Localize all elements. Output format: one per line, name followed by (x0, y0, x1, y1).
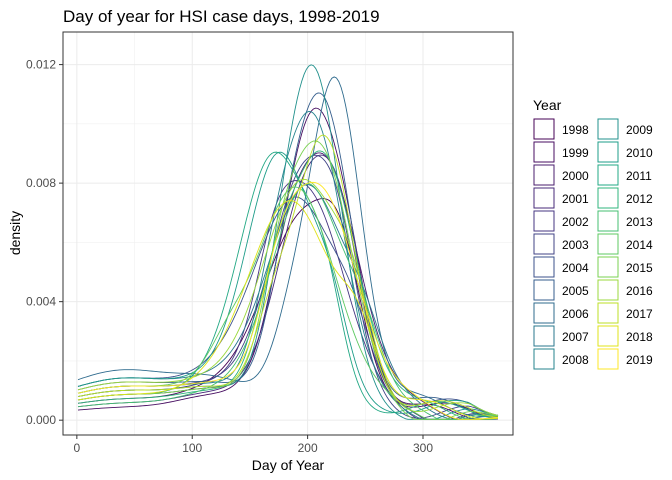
series-line-2016 (77, 178, 499, 416)
y-tick-label: 0.012 (26, 58, 56, 72)
legend-key-2004 (533, 256, 555, 278)
legend-key-2007 (533, 325, 555, 347)
legend-key-2003 (533, 233, 555, 255)
legend-label-2017: 2017 (626, 307, 653, 321)
legend-label-2003: 2003 (562, 238, 589, 252)
x-axis-title: Day of Year (252, 457, 325, 473)
legend-label-2010: 2010 (626, 146, 653, 160)
legend-key-2015 (597, 256, 619, 278)
x-tick-label: 100 (182, 441, 202, 455)
legend-label-2011: 2011 (626, 169, 652, 183)
x-axis: 0 100 200 300 (74, 435, 433, 455)
y-axis-title: density (7, 211, 23, 255)
legend-label-2019: 2019 (626, 353, 653, 367)
legend-label-2016: 2016 (626, 284, 653, 298)
legend-items: 1998 1999 2000 2001 2002 2003 2004 2005 2006 2007… (533, 118, 653, 370)
legend-label-2004: 2004 (562, 261, 589, 275)
legend-label-2002: 2002 (562, 215, 589, 229)
x-tick-label: 300 (413, 441, 433, 455)
y-axis: 0.000 0.004 0.008 0.012 (26, 58, 63, 427)
series-line-2012 (77, 150, 499, 420)
plot-panel (62, 31, 514, 436)
x-tick-label: 200 (298, 441, 318, 455)
y-tick-label: 0.004 (26, 295, 56, 309)
legend-key-2018 (597, 325, 619, 347)
legend-label-2008: 2008 (562, 353, 589, 367)
legend-key-2000 (533, 164, 555, 186)
legend-key-2011 (597, 164, 619, 186)
legend-label-2009: 2009 (626, 123, 653, 137)
legend-label-2006: 2006 (562, 307, 589, 321)
legend-label-2000: 2000 (562, 169, 589, 183)
legend-label-2001: 2001 (562, 192, 589, 206)
legend-key-2002 (533, 210, 555, 232)
legend-key-2010 (597, 141, 619, 163)
legend-key-2001 (533, 187, 555, 209)
series-line-2010 (77, 151, 499, 416)
series-line-2006 (77, 76, 499, 418)
legend-key-2009 (597, 118, 619, 140)
legend-key-2013 (597, 210, 619, 232)
series-line-2019 (77, 181, 499, 420)
y-tick-label: 0.000 (26, 413, 56, 427)
legend-key-1998 (533, 118, 555, 140)
legend-key-2016 (597, 279, 619, 301)
series-line-2018 (77, 200, 499, 420)
legend-label-2014: 2014 (626, 238, 653, 252)
chart-title: Day of year for HSI case days, 1998-2019 (63, 7, 380, 26)
legend-key-2008 (533, 348, 555, 370)
legend-label-1999: 1999 (562, 146, 589, 160)
legend-key-2017 (597, 302, 619, 324)
legend: Year 1998 1999 2000 2001 2002 2003 2004 2005 200… (533, 97, 653, 370)
y-tick-label: 0.008 (26, 176, 56, 190)
legend-key-1999 (533, 141, 555, 163)
series-line-2015 (77, 140, 499, 420)
plot-border (62, 31, 514, 436)
legend-key-2006 (533, 302, 555, 324)
legend-key-2014 (597, 233, 619, 255)
series-line-2017 (77, 134, 499, 418)
legend-label-2013: 2013 (626, 215, 653, 229)
legend-label-1998: 1998 (562, 123, 589, 137)
legend-key-2012 (597, 187, 619, 209)
legend-title: Year (533, 97, 562, 113)
legend-label-2012: 2012 (626, 192, 653, 206)
series-lines (77, 64, 499, 420)
legend-label-2015: 2015 (626, 261, 653, 275)
legend-label-2018: 2018 (626, 330, 653, 344)
x-tick-label: 0 (74, 441, 81, 455)
legend-key-2005 (533, 279, 555, 301)
legend-key-2019 (597, 348, 619, 370)
series-line-2013 (77, 183, 499, 420)
legend-label-2007: 2007 (562, 330, 589, 344)
legend-label-2005: 2005 (562, 284, 589, 298)
grid-lines (63, 32, 513, 435)
